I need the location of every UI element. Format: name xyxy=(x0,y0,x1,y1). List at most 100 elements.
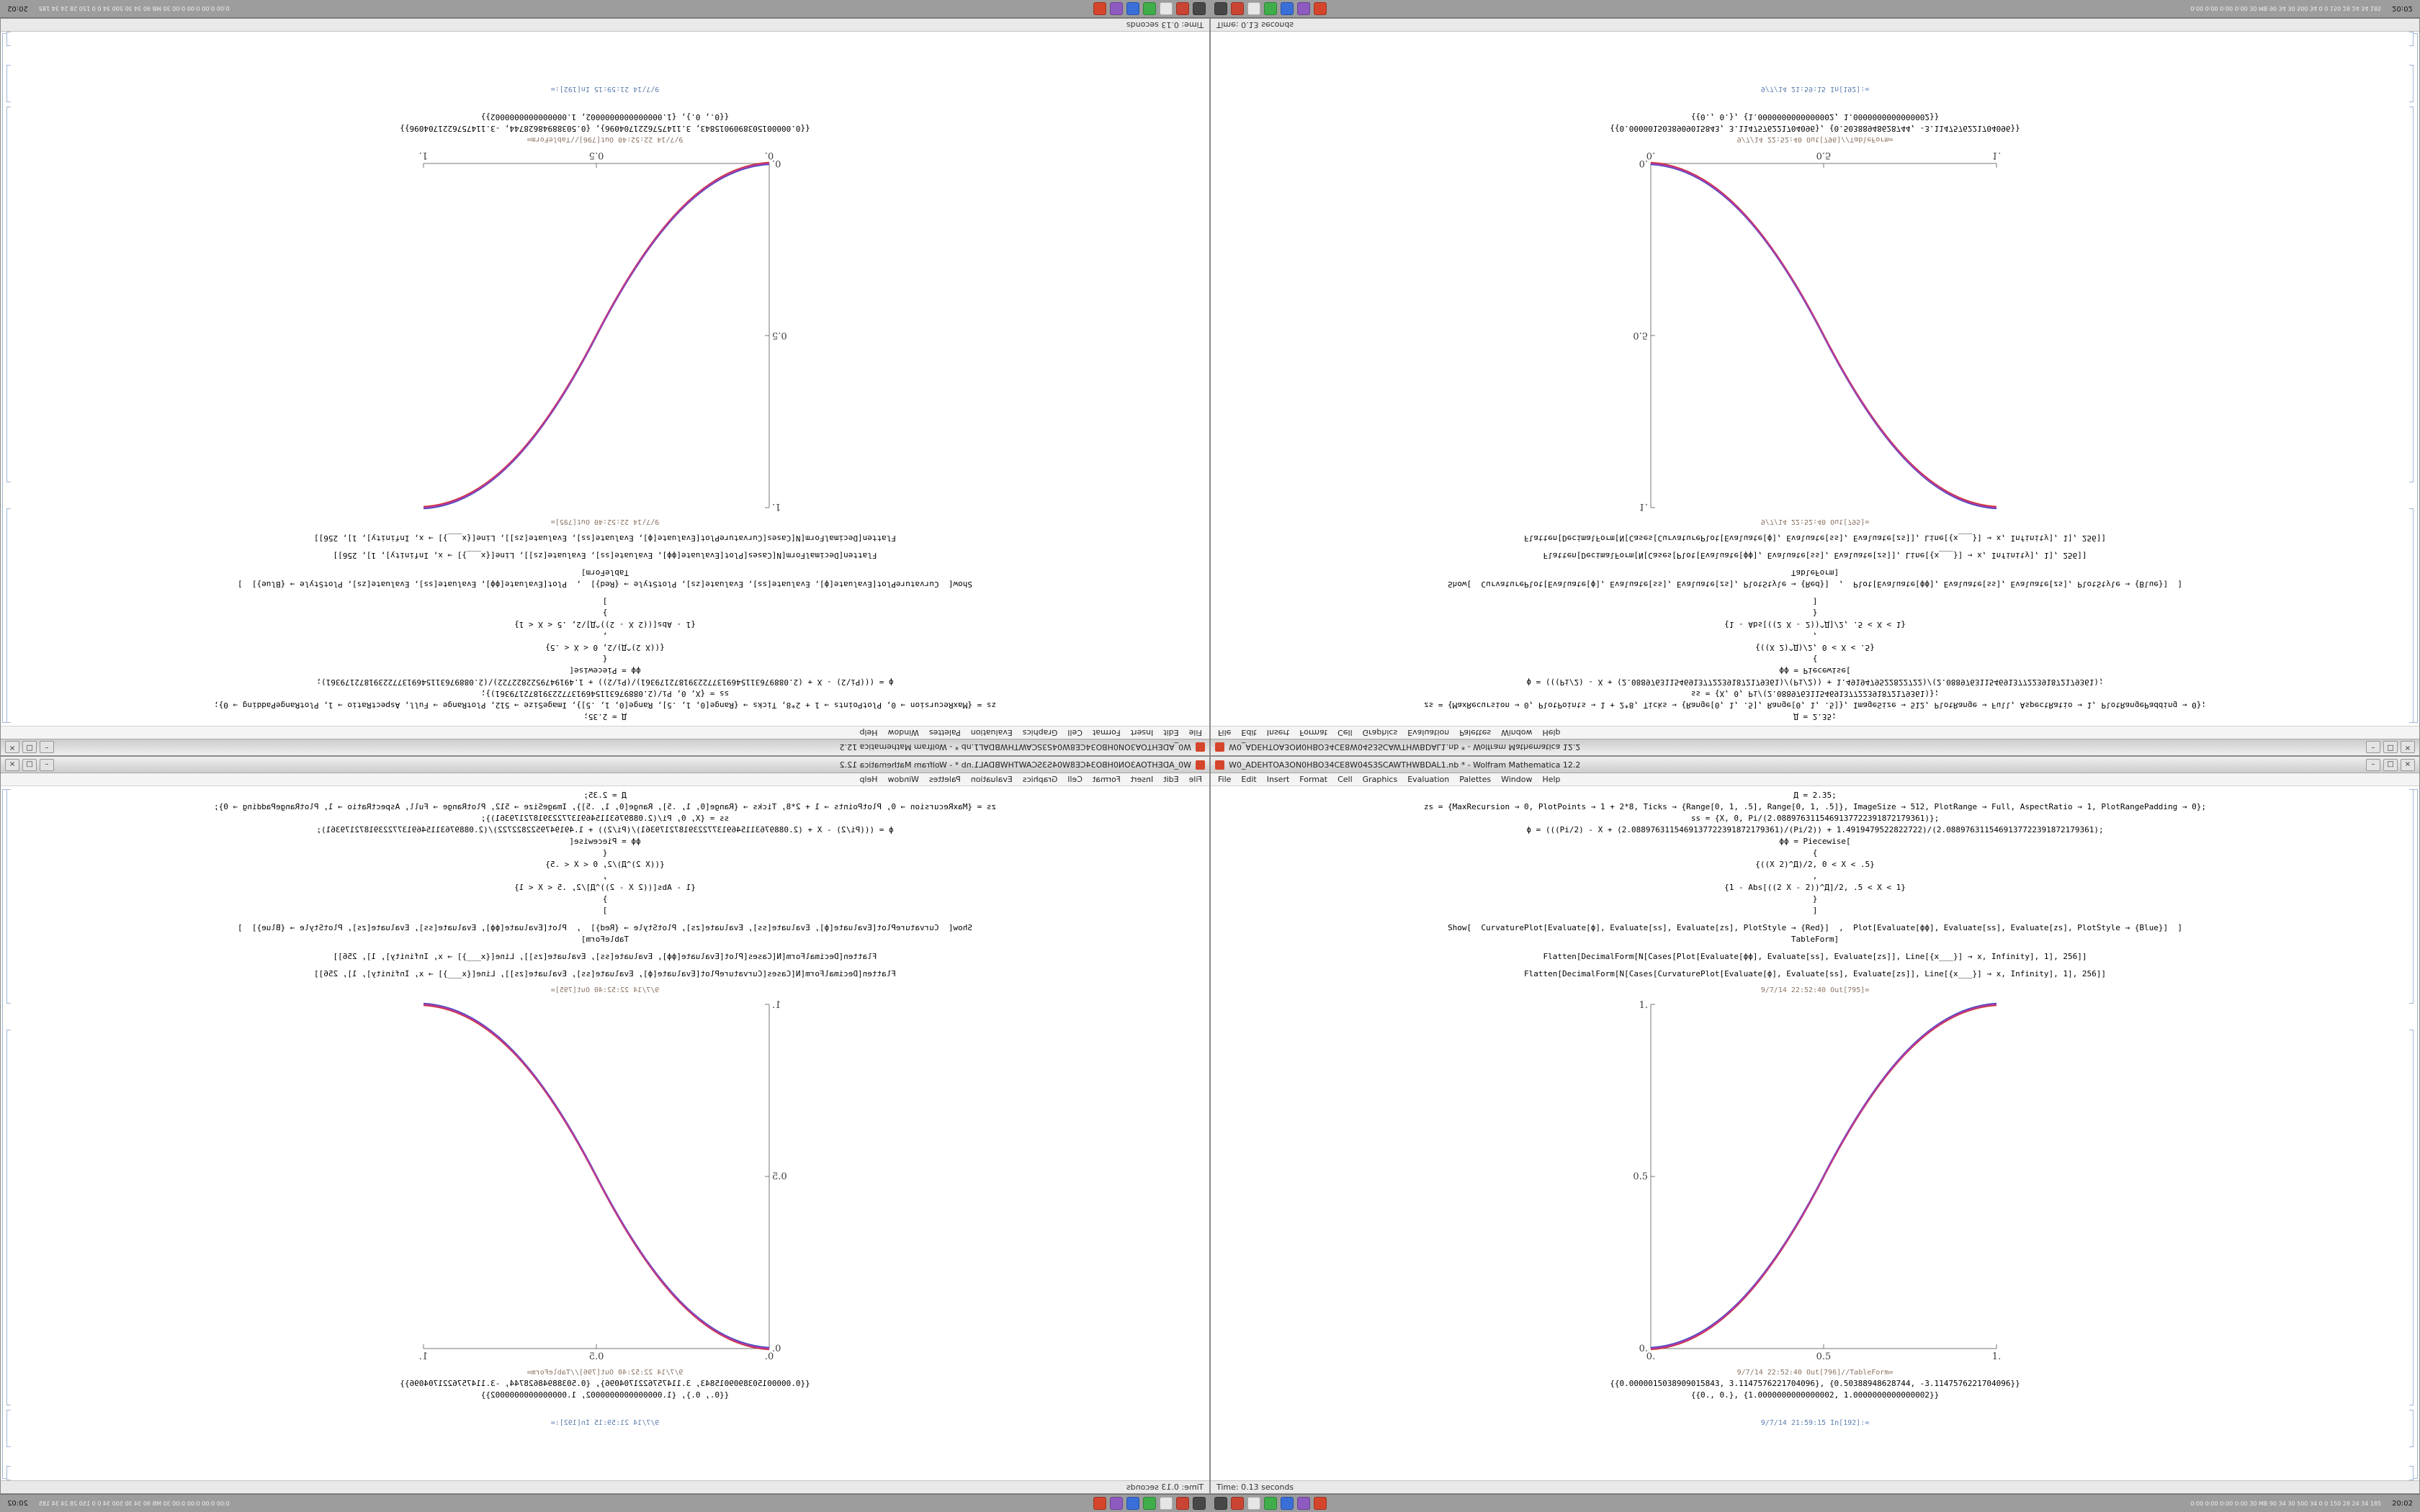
taskbar-app-icon-mathematica[interactable] xyxy=(1314,1497,1327,1510)
menu-item-insert[interactable]: Insert xyxy=(1266,728,1290,737)
code-line[interactable]: Д = 2.35; xyxy=(583,791,627,800)
launcher-icon[interactable] xyxy=(1214,1497,1227,1510)
minimize-button[interactable]: – xyxy=(2366,758,2380,771)
cell-bracket-output[interactable] xyxy=(2409,1410,2414,1447)
minimize-button[interactable]: – xyxy=(40,758,54,771)
menu-item-evaluation[interactable]: Evaluation xyxy=(1407,728,1450,737)
code-line[interactable]: Show[ CurvaturePlot[Evaluate[ϕ], Evaluat… xyxy=(238,580,972,589)
taskbar-app-icon-documents[interactable] xyxy=(1110,2,1123,15)
window-titlebar[interactable]: W0_ADEHTOA3ON0HBO34CE8W04S3SCAWTHWBDAL1.… xyxy=(1211,739,2419,755)
taskbar-app-icon-terminal[interactable] xyxy=(1126,2,1139,15)
code-line[interactable]: {((X 2)^Д)/2, 0 < X < .5} xyxy=(545,643,665,652)
code-line[interactable]: ϕϕ = Piecewise[ xyxy=(1779,666,1851,675)
taskbar-app-icon-terminal[interactable] xyxy=(1281,1497,1294,1510)
code-line[interactable]: , xyxy=(602,871,608,881)
code-line[interactable]: Flatten[DecimalForm[N[Cases[Plot[Evaluat… xyxy=(1543,551,2087,560)
menu-item-help[interactable]: Help xyxy=(1542,775,1561,784)
code-line[interactable]: {1 - Abs[((2 X - 2))^Д]/2, .5 < X < 1} xyxy=(514,620,696,629)
taskbar-app-icon-files[interactable] xyxy=(1247,2,1260,15)
code-line[interactable]: TableForm] xyxy=(581,568,629,577)
code-line[interactable]: Д = 2.35; xyxy=(583,712,627,721)
menu-item-file[interactable]: File xyxy=(1218,775,1232,784)
menu-item-insert[interactable]: Insert xyxy=(1130,775,1154,784)
taskbar-app-icon-media[interactable] xyxy=(1143,1497,1156,1510)
menu-item-graphics[interactable]: Graphics xyxy=(1362,775,1398,784)
close-button[interactable]: × xyxy=(5,758,19,771)
code-line[interactable]: Show[ CurvaturePlot[Evaluate[ϕ], Evaluat… xyxy=(1448,923,2182,932)
taskbar-app-icon-mathematica[interactable] xyxy=(1093,2,1106,15)
taskbar-app-icon-browser[interactable] xyxy=(1176,2,1189,15)
code-line[interactable]: } xyxy=(602,608,608,618)
menu-item-palettes[interactable]: Palettes xyxy=(1459,728,1492,737)
cell-bracket-output[interactable] xyxy=(2409,1030,2414,1405)
menu-item-graphics[interactable]: Graphics xyxy=(1362,728,1398,737)
menu-item-cell[interactable]: Cell xyxy=(1337,728,1353,737)
taskbar-app-icon-documents[interactable] xyxy=(1297,2,1310,15)
cell-bracket-output[interactable] xyxy=(6,1410,11,1447)
taskbar-app-icon-mathematica[interactable] xyxy=(1314,2,1327,15)
maximize-button[interactable]: □ xyxy=(22,758,37,771)
window-titlebar[interactable]: W0_ADEHTOA3ON0HBO34CE8W04S3SCAWTHWBDAL1.… xyxy=(1211,757,2419,773)
code-line[interactable]: ] xyxy=(602,906,608,915)
code-line[interactable]: Flatten[DecimalForm[N[Cases[Plot[Evaluat… xyxy=(333,952,877,961)
code-line[interactable]: Flatten[DecimalForm[N[Cases[CurvaturePlo… xyxy=(314,969,896,978)
menu-item-evaluation[interactable]: Evaluation xyxy=(1407,775,1450,784)
cell-bracket-input[interactable] xyxy=(6,32,11,46)
code-line[interactable]: ] xyxy=(1812,906,1818,915)
taskbar-app-icon-browser[interactable] xyxy=(1231,1497,1244,1510)
code-line[interactable]: ϕ = (((Pi/2) - X + (2.088976311546913772… xyxy=(316,825,894,834)
code-line[interactable]: {((X 2)^Д)/2, 0 < X < .5} xyxy=(1755,643,1875,652)
code-line[interactable]: {1 - Abs[((2 X - 2))^Д]/2, .5 < X < 1} xyxy=(1724,883,1906,892)
cell-bracket-output[interactable] xyxy=(2409,107,2414,482)
code-line[interactable]: Flatten[DecimalForm[N[Cases[CurvaturePlo… xyxy=(1524,534,2106,543)
close-button[interactable]: × xyxy=(5,741,19,754)
taskbar-app-icon-terminal[interactable] xyxy=(1126,1497,1139,1510)
menu-item-window[interactable]: Window xyxy=(887,728,919,737)
menu-item-cell[interactable]: Cell xyxy=(1337,775,1353,784)
menu-item-format[interactable]: Format xyxy=(1092,728,1121,737)
code-line[interactable]: Flatten[DecimalForm[N[Cases[Plot[Evaluat… xyxy=(1543,952,2087,961)
maximize-button[interactable]: □ xyxy=(2383,741,2398,754)
cell-bracket-input[interactable] xyxy=(2409,1466,2414,1480)
code-line[interactable]: } xyxy=(1812,894,1818,904)
code-line[interactable]: {1 - Abs[((2 X - 2))^Д]/2, .5 < X < 1} xyxy=(514,883,696,892)
menu-item-palettes[interactable]: Palettes xyxy=(928,728,961,737)
code-line[interactable]: {1 - Abs[((2 X - 2))^Д]/2, .5 < X < 1} xyxy=(1724,620,1906,629)
code-line[interactable]: ss = {X, 0, Pi/(2.0889763115469137722391… xyxy=(480,814,730,823)
code-line[interactable]: {((X 2)^Д)/2, 0 < X < .5} xyxy=(545,860,665,869)
menu-item-evaluation[interactable]: Evaluation xyxy=(970,728,1013,737)
cell-bracket-output[interactable] xyxy=(2409,65,2414,102)
taskbar-app-icon-terminal[interactable] xyxy=(1281,2,1294,15)
menu-item-evaluation[interactable]: Evaluation xyxy=(970,775,1013,784)
taskbar-app-icon-mathematica[interactable] xyxy=(1093,1497,1106,1510)
close-button[interactable]: × xyxy=(2401,758,2415,771)
code-line[interactable]: ss = {X, 0, Pi/(2.0889763115469137722391… xyxy=(1690,814,1940,823)
cell-bracket-output[interactable] xyxy=(6,65,11,102)
code-line[interactable]: , xyxy=(1812,871,1818,881)
menu-item-edit[interactable]: Edit xyxy=(1241,728,1257,737)
menu-item-palettes[interactable]: Palettes xyxy=(1459,775,1492,784)
launcher-icon[interactable] xyxy=(1193,1497,1206,1510)
code-line[interactable]: Flatten[DecimalForm[N[Cases[CurvaturePlo… xyxy=(314,534,896,543)
code-line[interactable]: { xyxy=(1812,654,1818,664)
code-line[interactable]: Show[ CurvaturePlot[Evaluate[ϕ], Evaluat… xyxy=(1448,580,2182,589)
menu-item-edit[interactable]: Edit xyxy=(1163,775,1179,784)
cell-bracket-group[interactable] xyxy=(2414,33,2418,723)
minimize-button[interactable]: – xyxy=(40,741,54,754)
code-line[interactable]: ϕ = (((Pi/2) - X + (2.088976311546913772… xyxy=(316,678,894,687)
code-line[interactable]: { xyxy=(1812,848,1818,858)
code-line[interactable]: ϕ = (((Pi/2) - X + (2.088976311546913772… xyxy=(1526,825,2104,834)
cell-bracket-input[interactable] xyxy=(2409,32,2414,46)
taskbar-app-icon-files[interactable] xyxy=(1247,1497,1260,1510)
launcher-icon[interactable] xyxy=(1214,2,1227,15)
taskbar-app-icon-documents[interactable] xyxy=(1110,1497,1123,1510)
menu-item-cell[interactable]: Cell xyxy=(1067,728,1083,737)
menu-item-help[interactable]: Help xyxy=(859,728,878,737)
menu-item-format[interactable]: Format xyxy=(1299,728,1328,737)
code-line[interactable]: zs = {MaxRecursion → 0, PlotPoints → 1 +… xyxy=(213,802,997,811)
taskbar-app-icon-media[interactable] xyxy=(1264,2,1277,15)
taskbar-app-icon-browser[interactable] xyxy=(1231,2,1244,15)
code-line[interactable]: } xyxy=(602,894,608,904)
cell-bracket-input[interactable] xyxy=(6,789,11,1004)
code-line[interactable]: ϕϕ = Piecewise[ xyxy=(1779,837,1851,846)
